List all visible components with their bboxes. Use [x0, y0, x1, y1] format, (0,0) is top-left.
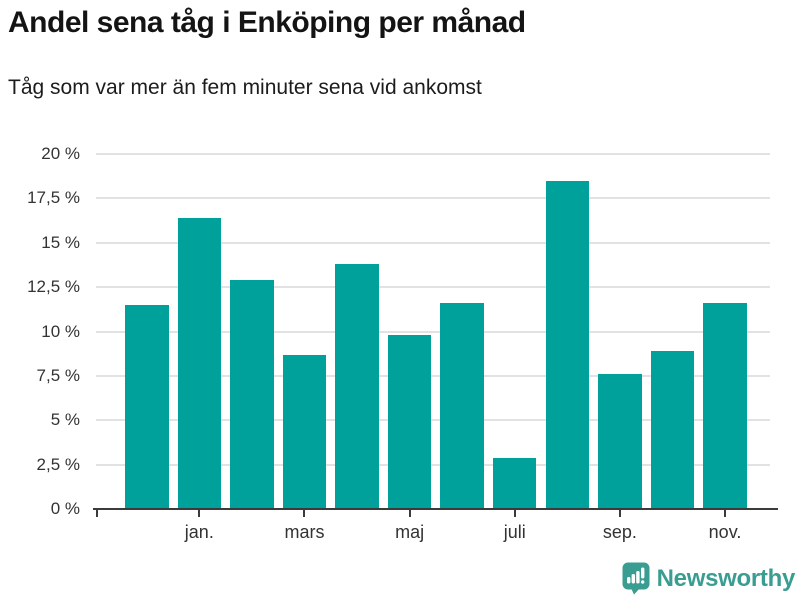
gridline	[96, 419, 770, 422]
x-axis-tick	[408, 510, 411, 517]
newsworthy-logo: Newsworthy	[622, 562, 795, 595]
x-axis-tick-label: jan.	[184, 522, 214, 542]
x-axis-tick-label: mars	[284, 522, 325, 542]
y-axis-tick-label: 0 %	[50, 499, 80, 518]
x-axis-tick-label: maj	[395, 522, 425, 542]
x-axis-line	[93, 508, 778, 510]
y-axis-tick-label: 2,5 %	[36, 454, 80, 474]
gridline	[96, 241, 770, 244]
newsworthy-chart-bubble-icon	[622, 562, 650, 595]
newsworthy-wordmark: Newsworthy	[656, 564, 796, 592]
bar	[703, 303, 747, 509]
y-axis-tick-label: 10 %	[41, 321, 80, 341]
gridline	[96, 153, 770, 155]
y-axis-tick-label: 15 %	[41, 232, 80, 252]
x-axis-tick-label: sep.	[602, 522, 637, 542]
gridline	[96, 197, 770, 200]
bar	[387, 335, 432, 509]
bar	[125, 304, 169, 509]
x-axis-tick	[198, 510, 201, 517]
gridline	[96, 286, 770, 289]
chart-subtitle: Tåg som var mer än fem minuter sena vid …	[8, 76, 482, 99]
y-axis-tick-label: 12,5 %	[27, 277, 80, 297]
x-axis-tick-label: nov.	[708, 522, 742, 542]
x-axis-tick	[618, 510, 621, 517]
bar	[282, 354, 327, 509]
bar	[230, 280, 274, 509]
gridline	[96, 463, 770, 466]
bar	[545, 180, 590, 509]
bar	[492, 457, 537, 509]
chart-title: Andel sena tåg i Enköping per månad	[8, 6, 526, 39]
x-axis-tick	[303, 510, 306, 517]
y-axis-tick-label: 7,5 %	[36, 365, 80, 385]
gridline	[96, 374, 770, 377]
bar	[650, 351, 695, 509]
x-axis-tick	[724, 510, 727, 517]
y-axis-tick-label: 5 %	[50, 410, 80, 430]
x-axis-tick-label: juli	[503, 522, 526, 542]
gridline	[96, 330, 770, 333]
bar	[440, 303, 484, 509]
y-axis-tick-label: 20 %	[41, 144, 80, 163]
bar	[598, 374, 642, 509]
x-axis-tick	[513, 510, 516, 517]
bar	[335, 264, 379, 509]
x-axis-tick	[96, 510, 98, 517]
y-axis-tick-label: 17,5 %	[27, 188, 80, 208]
bar	[177, 217, 222, 509]
